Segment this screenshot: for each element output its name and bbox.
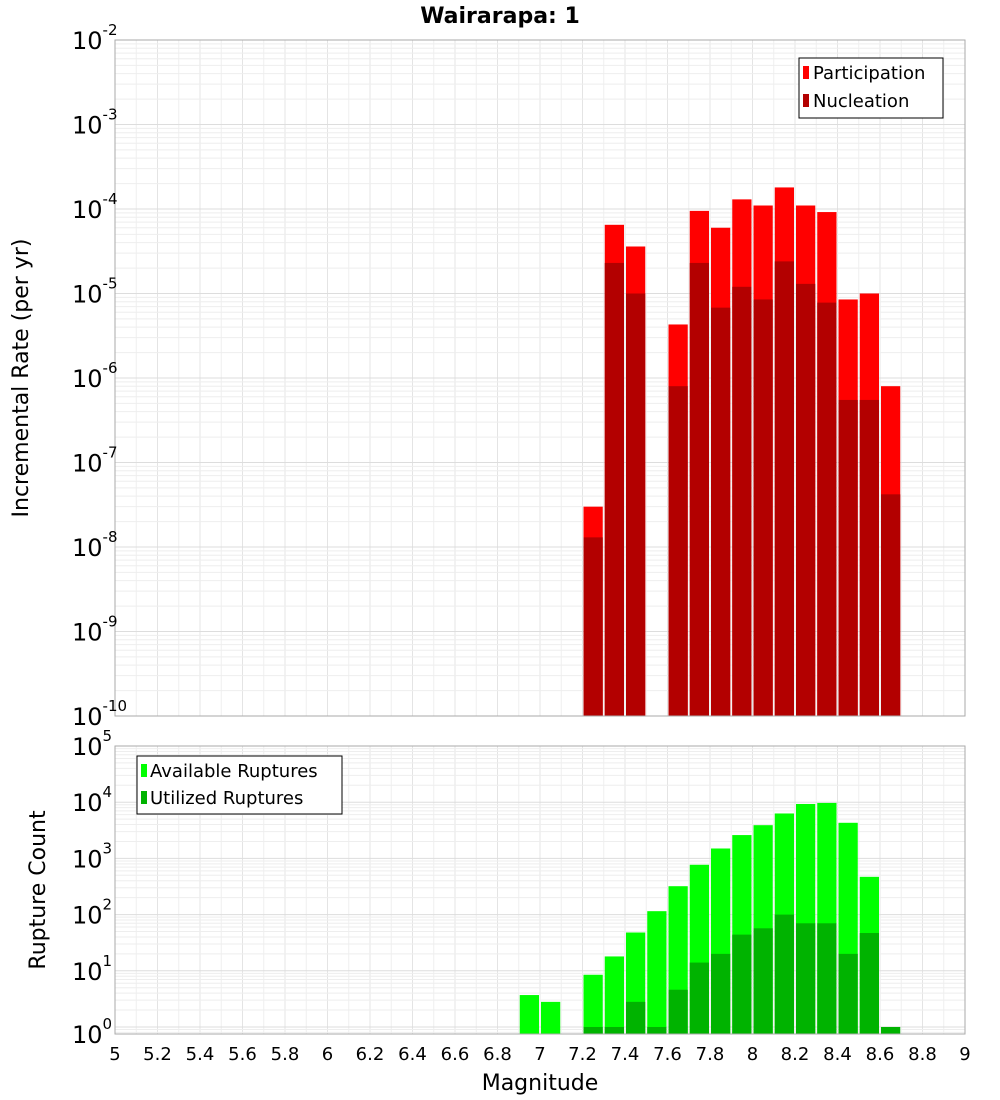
top-plot-border <box>114 39 966 717</box>
legend-nucleation-swatch <box>803 94 809 107</box>
legend-participation-label: Participation <box>813 63 925 84</box>
top-bar-b <box>583 537 603 716</box>
bottom-bar-b <box>859 933 879 1034</box>
bottom-bar-b <box>689 962 709 1034</box>
top-y-axis-label: Incremental Rate (per yr) <box>9 239 34 518</box>
bottom-bar-b <box>753 928 773 1034</box>
x-tick-label: 9 <box>959 1044 970 1065</box>
x-tick-label: 6.2 <box>356 1044 385 1065</box>
bottom-bar-b <box>838 953 858 1034</box>
legend-utilized-label: Utilized Ruptures <box>150 788 303 809</box>
top-grid <box>114 40 966 717</box>
top-y-tick-label: 10-3 <box>72 106 118 140</box>
bottom-bar-a <box>604 956 624 1034</box>
bottom-bar-b <box>583 1026 603 1034</box>
legend-available-label: Available Ruptures <box>150 761 318 782</box>
x-tick-label: 7.8 <box>696 1044 725 1065</box>
top-y-tick-label: 10-4 <box>72 190 118 224</box>
bottom-bars <box>519 802 901 1034</box>
x-tick-label: 6.6 <box>441 1044 470 1065</box>
x-tick-label: 7 <box>534 1044 545 1065</box>
bottom-y-tick-label: 105 <box>72 727 112 761</box>
x-tick-label: 8.4 <box>823 1044 852 1065</box>
top-plot: 10-10 10-9 10-8 10-7 10-6 10-5 10-4 10-3 10-2 In… <box>9 21 966 731</box>
top-y-tick-label: 10-7 <box>72 444 118 478</box>
bottom-y-axis-label: Rupture Count <box>26 810 51 970</box>
x-tick-label: 5 <box>109 1044 120 1065</box>
x-tick-label: 6 <box>322 1044 333 1065</box>
bottom-bar-a <box>541 1001 561 1034</box>
top-bar-b <box>711 307 731 716</box>
bottom-bar-b <box>604 1026 624 1034</box>
bottom-bar-a <box>519 995 539 1034</box>
top-bar-b <box>689 262 709 716</box>
x-tick-label: 5.8 <box>271 1044 300 1065</box>
x-tick-label: 6.4 <box>398 1044 427 1065</box>
legend-participation-swatch <box>803 66 809 79</box>
top-y-tick-label: 10-5 <box>72 275 118 309</box>
bottom-bar-b <box>881 1026 901 1034</box>
x-tick-label: 6.8 <box>483 1044 512 1065</box>
top-bar-b <box>796 283 816 716</box>
top-bar-b <box>881 494 901 716</box>
top-y-tick-label: 10-2 <box>72 21 118 55</box>
top-bar-b <box>838 399 858 716</box>
top-bar-b <box>604 262 624 716</box>
bottom-y-tick-label: 102 <box>72 896 112 930</box>
bottom-bar-b <box>796 923 816 1034</box>
bottom-bar-b <box>711 953 731 1034</box>
bottom-bar-b <box>647 1026 667 1034</box>
top-bar-b <box>668 386 688 716</box>
bottom-bar-a <box>647 911 667 1034</box>
top-y-tick-label: 10-8 <box>72 528 118 562</box>
x-ticks: 5 5.2 5.4 5.6 5.8 6 6.2 6.4 6.6 6.8 7 7.2 7.4 7.6 7.8 8… <box>109 1044 970 1065</box>
bottom-plot-border <box>114 745 966 1035</box>
bottom-bar-b <box>668 989 688 1034</box>
x-tick-label: 8.8 <box>908 1044 937 1065</box>
x-tick-label: 5.2 <box>143 1044 172 1065</box>
top-y-tick-label: 10-6 <box>72 359 118 393</box>
top-bar-b <box>626 293 646 716</box>
top-y-ticks: 10-10 10-9 10-8 10-7 10-6 10-5 10-4 10-3 10-2 <box>72 21 127 731</box>
bottom-bar-b <box>626 1001 646 1034</box>
bottom-y-tick-label: 101 <box>72 952 112 986</box>
bottom-plot: 100 101 102 103 104 105 5 5.2 5.4 5.6 5.8 6 6.2 6.4 6… <box>26 727 971 1096</box>
top-legend: Participation Nucleation <box>798 57 944 119</box>
top-y-tick-label: 10-10 <box>72 697 127 731</box>
x-tick-label: 7.6 <box>653 1044 682 1065</box>
bottom-y-ticks: 100 101 102 103 104 105 <box>72 727 112 1049</box>
bottom-y-tick-label: 100 <box>72 1015 112 1049</box>
x-tick-label: 7.2 <box>568 1044 597 1065</box>
top-bar-b <box>774 261 794 716</box>
top-bar-b <box>817 302 837 716</box>
bottom-legend-box <box>136 755 343 815</box>
top-bar-b <box>732 286 752 716</box>
top-y-tick-label: 10-9 <box>72 613 118 647</box>
legend-nucleation-label: Nucleation <box>813 91 909 112</box>
legend-utilized-swatch <box>141 791 147 804</box>
x-axis-label: Magnitude <box>482 1071 599 1096</box>
x-tick-label: 8.6 <box>866 1044 895 1065</box>
x-tick-label: 8.2 <box>781 1044 810 1065</box>
bottom-bar-b <box>817 923 837 1034</box>
top-legend-box <box>798 57 944 119</box>
x-tick-label: 8 <box>747 1044 758 1065</box>
bottom-y-tick-label: 104 <box>72 783 112 817</box>
x-tick-label: 7.4 <box>611 1044 640 1065</box>
top-bar-b <box>859 399 879 716</box>
bottom-bar-b <box>732 934 752 1034</box>
top-bar-b <box>753 299 773 716</box>
x-tick-label: 5.6 <box>228 1044 257 1065</box>
bottom-legend: Available Ruptures Utilized Ruptures <box>136 755 343 815</box>
chart-title: Wairarapa: 1 <box>420 4 580 29</box>
legend-available-swatch <box>141 764 147 777</box>
top-bars <box>583 187 901 717</box>
bottom-bar-b <box>774 914 794 1034</box>
bottom-y-tick-label: 103 <box>72 839 112 873</box>
x-tick-label: 5.4 <box>186 1044 215 1065</box>
bottom-bar-a <box>583 974 603 1034</box>
